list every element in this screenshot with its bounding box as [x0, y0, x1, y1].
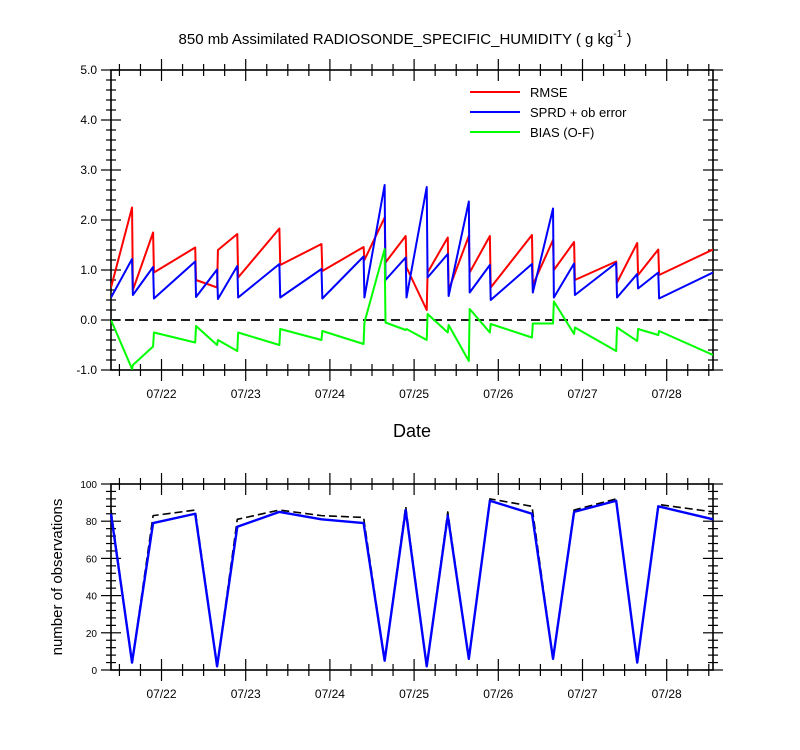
x-tick-label: 07/24: [315, 687, 345, 701]
series-line-observations-used: [109, 499, 714, 668]
bottom-series-lines: [109, 498, 714, 668]
x-tick-label: 07/22: [147, 387, 177, 401]
y-tick-label: 3.0: [80, 163, 97, 177]
top-x-tick-labels: 07/22 07/23 07/24 07/25 07/26 07/27 07/28: [147, 387, 683, 401]
x-tick-label: 07/25: [399, 387, 429, 401]
y-tick-label: 40: [86, 592, 98, 603]
x-tick-label: 07/26: [483, 387, 513, 401]
y-tick-label: -1.0: [76, 363, 97, 377]
x-tick-label: 07/25: [399, 687, 429, 701]
bottom-axis-ticks: [101, 473, 723, 681]
legend-label-sprd: SPRD + ob error: [530, 105, 627, 120]
y-tick-label: 80: [86, 517, 98, 528]
y-tick-label: 60: [86, 554, 98, 565]
legend: RMSE SPRD + ob error BIAS (O-F): [470, 85, 627, 140]
x-tick-label: 07/27: [567, 687, 597, 701]
series-line-rmse: [111, 206, 713, 311]
series-line-bias-o-f: [111, 248, 713, 370]
y-tick-label: 100: [80, 480, 97, 491]
chart-title: 850 mb Assimilated RADIOSONDE_SPECIFIC_H…: [179, 29, 632, 48]
series-line-sprd-ob-error: [111, 184, 713, 301]
y-tick-label: 4.0: [80, 113, 97, 127]
y-tick-label: 0.0: [80, 313, 97, 327]
y-tick-label: 20: [86, 629, 98, 640]
bottom-y-tick-labels: 0 20 40 60 80 100: [80, 480, 97, 677]
x-tick-label: 07/22: [147, 687, 177, 701]
x-tick-label: 07/28: [652, 387, 682, 401]
top-series-lines: [111, 184, 713, 370]
y-tick-label: 1.0: [80, 263, 97, 277]
legend-label-rmse: RMSE: [530, 85, 568, 100]
series-line-observations-possible: [110, 498, 714, 668]
x-tick-label: 07/26: [483, 687, 513, 701]
top-y-tick-labels: -1.0 0.0 1.0 2.0 3.0 4.0 5.0: [76, 63, 97, 377]
x-tick-label: 07/23: [231, 387, 261, 401]
bottom-plot-frame: [110, 483, 714, 671]
x-tick-label: 07/27: [567, 387, 597, 401]
y-axis-label-observations: number of observations: [49, 499, 66, 656]
x-tick-label: 07/28: [652, 687, 682, 701]
y-tick-label: 0: [91, 666, 97, 677]
y-tick-label: 5.0: [80, 63, 97, 77]
bottom-x-tick-labels: 07/22 07/23 07/24 07/25 07/26 07/27 07/28: [147, 687, 683, 701]
legend-label-bias: BIAS (O-F): [530, 125, 594, 140]
x-axis-label: Date: [393, 421, 431, 441]
x-tick-label: 07/24: [315, 387, 345, 401]
y-tick-label: 2.0: [80, 213, 97, 227]
top-panel: -1.00.01.02.03.04.05.0 07/22 07/23 07/24 07…: [76, 59, 723, 441]
x-tick-label: 07/23: [231, 687, 261, 701]
